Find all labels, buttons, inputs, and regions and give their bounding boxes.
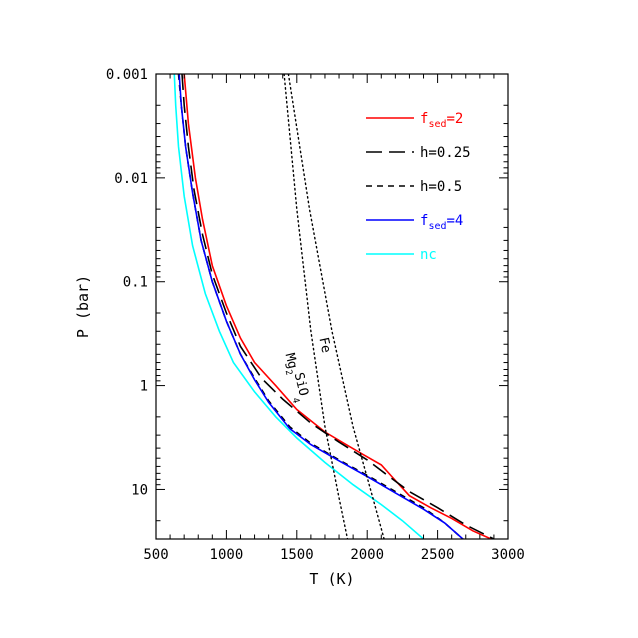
series-group <box>173 74 495 539</box>
y-tick-label: 0.001 <box>106 67 148 83</box>
series-line-f-sed-4 <box>178 74 464 539</box>
y-tick-label: 10 <box>131 482 148 498</box>
x-tick-label: 1000 <box>210 547 244 563</box>
legend-label: fsed=4 <box>420 213 463 232</box>
y-tick-label: 0.1 <box>123 275 148 291</box>
curve-label-0: Mg2SiO4 <box>279 351 312 405</box>
legend-label: nc <box>420 247 437 263</box>
legend-label: h=0.25 <box>420 145 471 161</box>
x-tick-label: 500 <box>143 547 168 563</box>
y-axis-label: P (bar) <box>74 275 92 338</box>
y-tick-labels: 0.001 0.01 0.1 1 10 <box>106 67 148 498</box>
series-line-nc <box>173 74 425 539</box>
x-tick-label: 3000 <box>491 547 525 563</box>
x-tick-label: 2500 <box>421 547 455 563</box>
y-tick-label: 0.01 <box>114 171 148 187</box>
x-axis-label: T (K) <box>309 570 354 588</box>
condensation-curves <box>283 74 385 539</box>
legend-item-h-0-25: h=0.25 <box>366 145 471 161</box>
legend: fsed=2 h=0.25 h=0.5 fsed=4 nc <box>366 111 471 263</box>
legend-item-nc: nc <box>366 247 437 263</box>
legend-item-f-sed-4: fsed=4 <box>366 213 463 232</box>
axis-ticks <box>155 73 509 540</box>
x-tick-label: 2000 <box>350 547 384 563</box>
plot-frame <box>155 73 509 540</box>
x-tick-labels: 500 1000 1500 2000 2500 3000 <box>143 547 525 563</box>
series-line-f-sed-2 <box>183 74 492 539</box>
series-line-h-0-25 <box>181 74 495 539</box>
legend-item-h-0-5: h=0.5 <box>366 179 462 195</box>
legend-label: fsed=2 <box>420 111 463 130</box>
legend-item-f-sed-2: fsed=2 <box>366 111 463 130</box>
plot-area <box>155 73 509 540</box>
curve-label-1: Fe <box>315 336 333 355</box>
curve-mg2sio4-condensation-curve <box>283 74 349 539</box>
y-tick-label: 1 <box>140 379 148 395</box>
curve-fe-condensation-curve <box>287 74 385 539</box>
legend-label: h=0.5 <box>420 179 462 195</box>
x-tick-label: 1500 <box>280 547 314 563</box>
